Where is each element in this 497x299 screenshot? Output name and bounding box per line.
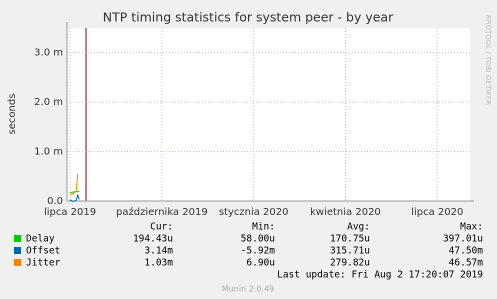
x-tick-label: kwietnia 2020 bbox=[310, 207, 381, 218]
legend-label: Offset bbox=[26, 246, 60, 257]
stats-value: -5.92m bbox=[241, 246, 276, 257]
stats-value: 58.00u bbox=[241, 234, 275, 245]
x-tick-label: lipca 2019 bbox=[44, 207, 96, 218]
plot-area bbox=[67, 28, 470, 201]
legend-label: Jitter bbox=[26, 258, 61, 269]
stats-value: 46.57m bbox=[449, 258, 484, 269]
stats-header: Avg: bbox=[347, 222, 370, 233]
x-tick-label: października 2019 bbox=[116, 206, 208, 218]
legend-swatch bbox=[14, 259, 21, 266]
stats-header: Cur: bbox=[150, 222, 173, 233]
chart-title: NTP timing statistics for system peer - … bbox=[103, 10, 394, 25]
legend-swatch bbox=[14, 235, 21, 242]
stats-value: 397.01u bbox=[443, 234, 483, 245]
stats-value: 315.71u bbox=[330, 246, 370, 257]
stats-value: 279.82u bbox=[330, 258, 370, 269]
y-tick-label: 0.0 bbox=[47, 196, 63, 207]
x-tick-label: lipca 2020 bbox=[411, 207, 463, 218]
last-update: Last update: Fri Aug 2 17:20:07 2019 bbox=[277, 270, 483, 281]
stats-value: 194.43u bbox=[133, 234, 173, 245]
stats-value: 1.03m bbox=[144, 258, 173, 269]
legend-label: Delay bbox=[26, 234, 55, 245]
y-tick-label: 1.0 m bbox=[34, 147, 63, 158]
stats-value: 47.50m bbox=[449, 246, 484, 257]
y-axis-label: seconds bbox=[7, 94, 18, 135]
side-label: RRDTOOL / TOBI OETIKER bbox=[484, 15, 492, 105]
footer: Munin 2.0.49 bbox=[222, 285, 274, 294]
y-tick-label: 2.0 m bbox=[34, 97, 63, 108]
stats-header: Max: bbox=[460, 222, 483, 233]
x-tick-label: stycznia 2020 bbox=[219, 207, 289, 218]
stats-value: 170.75u bbox=[330, 234, 370, 245]
legend-swatch bbox=[14, 247, 21, 254]
stats-value: 6.90u bbox=[246, 258, 275, 269]
stats-value: 3.14m bbox=[144, 246, 173, 257]
y-tick-label: 3.0 m bbox=[34, 48, 63, 59]
stats-header: Min: bbox=[252, 222, 275, 233]
